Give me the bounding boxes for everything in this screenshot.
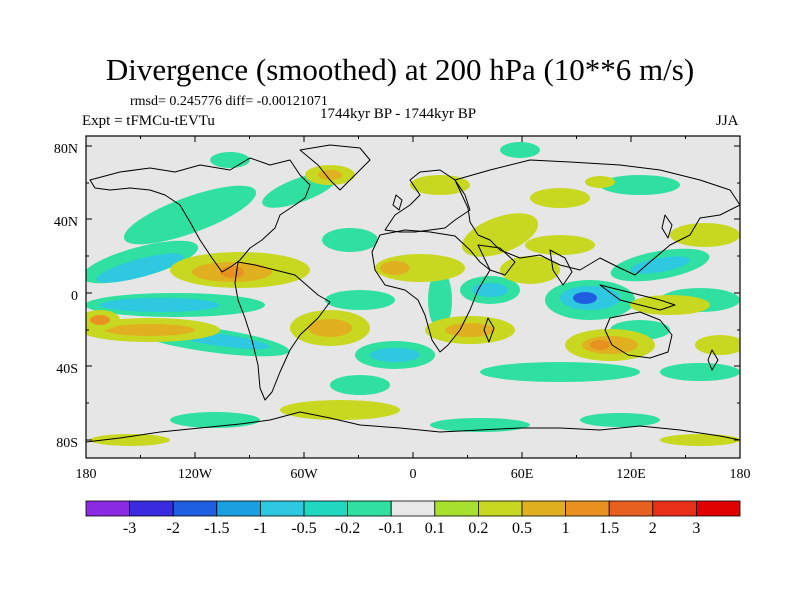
x-label-60e: 60E <box>510 467 534 482</box>
colorbar-label: -0.5 <box>291 520 317 537</box>
colorbar-box <box>303 500 348 517</box>
colorbar-box <box>85 500 130 517</box>
y-label-80s: 80S <box>56 436 78 451</box>
colorbar-label: -1.5 <box>204 520 230 537</box>
colorbar-label: 0.1 <box>424 520 445 537</box>
colorbar-box <box>129 500 174 517</box>
y-label-0: 0 <box>71 289 78 304</box>
colorbar-box <box>434 500 479 517</box>
period-label: 1744kyr BP - 1744kyr BP <box>320 106 477 122</box>
season-label: JJA <box>716 113 739 129</box>
colorbar-label: 1 <box>561 520 570 537</box>
axis-ticks <box>85 136 741 458</box>
colorbar-box <box>565 500 610 517</box>
x-label-120e: 120E <box>616 467 646 482</box>
colorbar-box <box>347 500 392 517</box>
plot-title: Divergence (smoothed) at 200 hPa (10**6 … <box>105 52 695 87</box>
colorbar-box <box>390 500 436 517</box>
colorbar-label: -2 <box>166 520 180 537</box>
y-label-80n: 80N <box>53 142 78 157</box>
colorbar-label: 0.5 <box>512 520 532 537</box>
colorbar-box <box>608 500 654 517</box>
colorbar-label: -0.2 <box>334 520 361 537</box>
y-label-40n: 40N <box>53 215 78 230</box>
divergence-fill <box>86 142 740 446</box>
colorbar-box <box>172 500 218 517</box>
colorbar-box <box>259 500 305 517</box>
colorbar-box <box>477 500 523 517</box>
colorbar-label: 0.2 <box>468 520 489 537</box>
x-label-0: 0 <box>409 467 417 482</box>
colorbar-label: -3 <box>122 520 137 537</box>
coastlines <box>86 144 740 443</box>
colorbar-label: 1.5 <box>599 520 620 537</box>
experiment-label: Expt = tFMCu-tEVTu <box>82 113 215 129</box>
colorbar-box <box>521 500 566 517</box>
colorbar-box <box>652 500 697 517</box>
x-label-180w: 180 <box>75 467 97 482</box>
stats-text: rmsd= 0.245776 diff= -0.00121071 <box>130 94 328 109</box>
y-label-40s: 40S <box>56 362 78 377</box>
x-label-180e: 180 <box>729 467 751 482</box>
x-label-60w: 60W <box>290 467 318 482</box>
colorbar-label: -1 <box>253 520 268 537</box>
colorbar-box <box>696 500 741 517</box>
x-label-120w: 120W <box>177 467 213 482</box>
colorbar-label: 3 <box>692 520 701 537</box>
colorbar-label: 2 <box>648 520 657 537</box>
colorbar-label: -0.1 <box>378 520 404 537</box>
colorbar-box <box>216 500 261 517</box>
